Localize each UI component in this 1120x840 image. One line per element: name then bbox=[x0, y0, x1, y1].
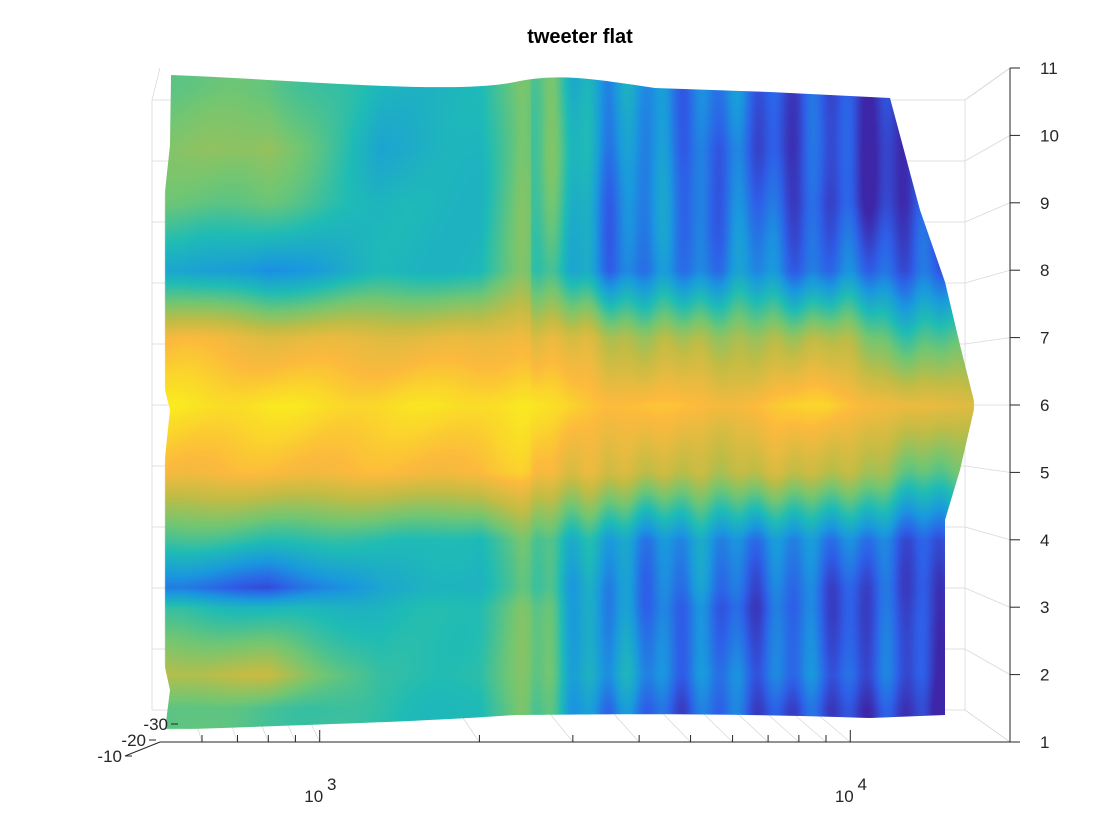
y-tick-label-10: 11 bbox=[1040, 59, 1058, 78]
z-tick-label-0: -10 bbox=[97, 747, 122, 766]
z-tick-label-1: -20 bbox=[121, 731, 146, 750]
grid-corner-tr bbox=[964, 67, 1011, 101]
x-tick-exp-0: 3 bbox=[327, 775, 336, 794]
grid-link-y-0 bbox=[964, 709, 1011, 743]
grid-link-x-12 bbox=[762, 709, 800, 743]
x-tick-label-0: 10 bbox=[304, 787, 323, 806]
z-axis-line bbox=[124, 741, 161, 757]
y-tick-label-1: 2 bbox=[1040, 666, 1049, 685]
grid-link-x-9 bbox=[659, 709, 691, 743]
x-tick-exp-1: 4 bbox=[858, 775, 867, 794]
grid-link-y-4 bbox=[964, 465, 1011, 473]
y-tick-label-3: 4 bbox=[1040, 531, 1049, 550]
z-tick-label-2: -30 bbox=[143, 715, 168, 734]
grid-link-y-7 bbox=[964, 269, 1011, 284]
y-tick-label-8: 9 bbox=[1040, 194, 1049, 213]
grid-link-y-2 bbox=[964, 587, 1011, 608]
y-tick-label-4: 5 bbox=[1040, 463, 1049, 482]
y-tick-label-5: 6 bbox=[1040, 396, 1049, 415]
grid-link-x-8 bbox=[609, 709, 640, 743]
grid-link-y-9 bbox=[964, 135, 1011, 162]
chart-title: tweeter flat bbox=[527, 26, 633, 48]
x-tick-label-1: 10 bbox=[835, 787, 854, 806]
grid-link-y-1 bbox=[964, 648, 1011, 675]
y-tick-label-0: 1 bbox=[1040, 733, 1049, 752]
grid-link-x-10 bbox=[699, 709, 733, 743]
grid-corner-tl bbox=[151, 67, 161, 101]
grid-link-x-11 bbox=[733, 709, 769, 743]
y-tick-label-2: 3 bbox=[1040, 598, 1049, 617]
y-tick-label-9: 10 bbox=[1040, 126, 1059, 145]
grid-link-y-6 bbox=[964, 337, 1011, 345]
grid-link-y-8 bbox=[964, 202, 1011, 223]
y-tick-label-7: 8 bbox=[1040, 261, 1049, 280]
grid-link-y-3 bbox=[964, 526, 1011, 541]
y-tick-label-6: 7 bbox=[1040, 329, 1049, 348]
grid-link-x-7 bbox=[546, 709, 574, 743]
